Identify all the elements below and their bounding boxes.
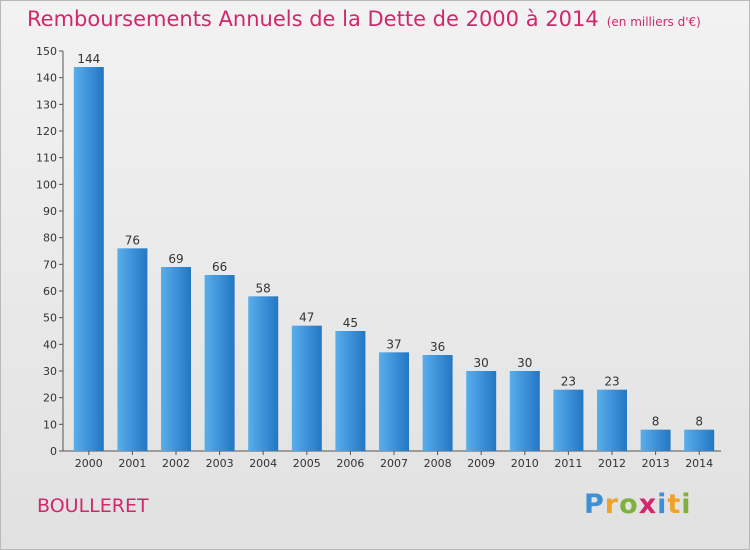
data-label-2000: 144	[77, 52, 100, 66]
y-tick-label: 40	[43, 338, 57, 351]
x-tick-label-2014: 2014	[685, 457, 713, 470]
x-tick-label-2002: 2002	[162, 457, 190, 470]
bar-2001	[117, 248, 148, 451]
x-tick-label-2003: 2003	[206, 457, 234, 470]
data-label-2008: 36	[430, 340, 445, 354]
bar-2005	[291, 325, 322, 451]
bar-2011	[553, 389, 584, 451]
bar-2009	[466, 371, 497, 451]
chart-title: Remboursements Annuels de la Dette de 20…	[27, 7, 701, 31]
x-tick-label-2004: 2004	[249, 457, 277, 470]
data-label-2011: 23	[561, 375, 576, 389]
data-label-2002: 69	[168, 252, 183, 266]
y-tick-label: 100	[36, 178, 57, 191]
y-tick-label: 0	[50, 445, 57, 458]
bar-2004	[248, 296, 279, 451]
y-tick-label: 80	[43, 232, 57, 245]
x-tick-label-2009: 2009	[467, 457, 495, 470]
bar-2003	[204, 275, 235, 451]
y-tick-label: 60	[43, 285, 57, 298]
y-tick-label: 20	[43, 392, 57, 405]
x-tick-label-2001: 2001	[118, 457, 146, 470]
data-label-2010: 30	[517, 356, 532, 370]
bar-2012	[597, 389, 627, 451]
data-label-2009: 30	[474, 356, 489, 370]
chart-title-text: Remboursements Annuels de la Dette de 20…	[27, 7, 599, 31]
y-tick-labels: 0 10 20 30 40 50 60 70 80 90 100 110 120 130 140 150	[36, 45, 57, 458]
y-tick-label: 150	[36, 45, 57, 58]
x-tick-label-2005: 2005	[293, 457, 321, 470]
bar-2010	[509, 371, 540, 451]
x-tick-label-2007: 2007	[380, 457, 408, 470]
data-label-2007: 37	[386, 337, 401, 351]
data-label-2001: 76	[125, 233, 140, 247]
y-tick-label: 130	[36, 98, 57, 111]
bar-2008	[422, 355, 453, 451]
bar-2002	[161, 267, 191, 451]
x-tick-label-2012: 2012	[598, 457, 626, 470]
x-tick-label-2000: 2000	[75, 457, 103, 470]
data-label-2004: 58	[256, 281, 271, 295]
x-tick-labels: 2000 2001 2002 2003 2004 2005 2006 2007 2008 2009…	[75, 457, 713, 470]
proxiti-logo: Proxiti	[584, 489, 692, 520]
commune-name: BOULLERET	[37, 495, 149, 517]
y-tick-label: 30	[43, 365, 57, 378]
y-tick-label: 110	[36, 152, 57, 165]
data-labels: 144 76 69 66 58 47 45 37 36 30 30 23 23 8 8	[77, 52, 703, 429]
y-tick-label: 70	[43, 258, 57, 271]
x-tick-label-2008: 2008	[424, 457, 452, 470]
bar-2006	[335, 331, 366, 451]
x-tick-label-2013: 2013	[642, 457, 670, 470]
y-tick-label: 90	[43, 205, 57, 218]
y-tick-label: 50	[43, 312, 57, 325]
data-label-2006: 45	[343, 316, 358, 330]
x-tick-label-2006: 2006	[336, 457, 364, 470]
bar-2000	[73, 67, 104, 451]
x-tick-label-2011: 2011	[554, 457, 582, 470]
chart-subtitle: (en milliers d'€)	[606, 15, 701, 29]
data-label-2014: 8	[695, 415, 703, 429]
y-tick-label: 120	[36, 125, 57, 138]
y-tick-label: 140	[36, 72, 57, 85]
data-label-2003: 66	[212, 260, 227, 274]
bar-2007	[379, 352, 409, 451]
data-label-2012: 23	[604, 375, 619, 389]
y-tick-label: 10	[43, 418, 57, 431]
bar-2014	[684, 429, 715, 451]
data-label-2005: 47	[299, 311, 314, 325]
bar-2013	[640, 429, 671, 451]
bars	[73, 67, 715, 451]
x-tick-label-2010: 2010	[511, 457, 539, 470]
data-label-2013: 8	[652, 415, 660, 429]
